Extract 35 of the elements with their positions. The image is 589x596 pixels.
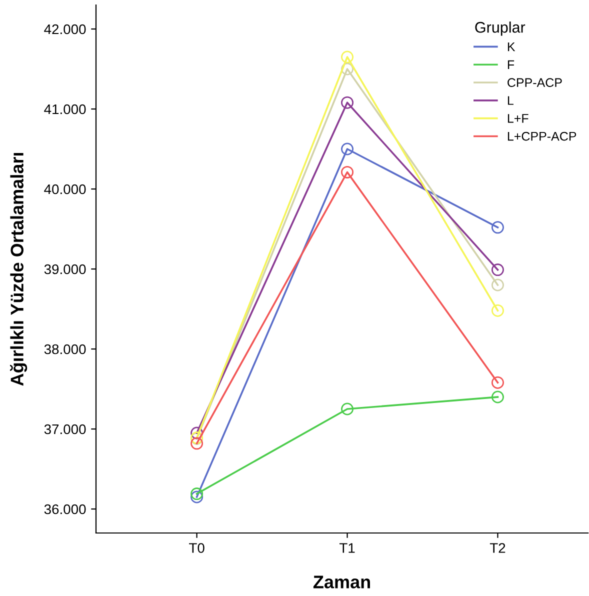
point [190,426,204,440]
legend-label: K [508,42,516,52]
y-tick-label: 39.000 [44,264,86,274]
point [341,50,354,64]
point [491,221,504,234]
legend-label: F [508,60,514,69]
legend-label: L [508,96,514,105]
x-axis-title: Zaman [313,576,370,588]
legend-label: CPP-ACP [508,78,562,88]
point [491,376,504,389]
point [491,390,504,404]
point [190,437,204,450]
y-tick-label: 36.000 [44,504,86,514]
point [341,166,354,178]
y-tick-label: 38.000 [44,344,86,354]
point [190,488,204,500]
point [341,96,354,109]
point [341,62,354,76]
y-tick-label: 40.000 [44,184,86,194]
x-tick-label: T2 [490,543,506,553]
y-tick-label: 41.000 [44,104,86,114]
y-axis-title: Ağırlıklı Yüzde Ortalamaları [10,153,28,386]
legend-label: L+F [508,114,528,123]
x-tick-label: T0 [189,543,204,553]
legend-label: L+CPP-ACP [508,132,576,141]
point [341,402,354,416]
point [491,278,504,292]
y-tick-label: 42.000 [44,24,86,34]
point [491,304,504,317]
point [341,142,354,156]
point [190,490,204,504]
point [491,264,504,276]
y-tick-label: 37.000 [44,424,86,434]
x-tick-label: T1 [339,543,355,553]
legend-title: Gruplar [475,22,526,36]
